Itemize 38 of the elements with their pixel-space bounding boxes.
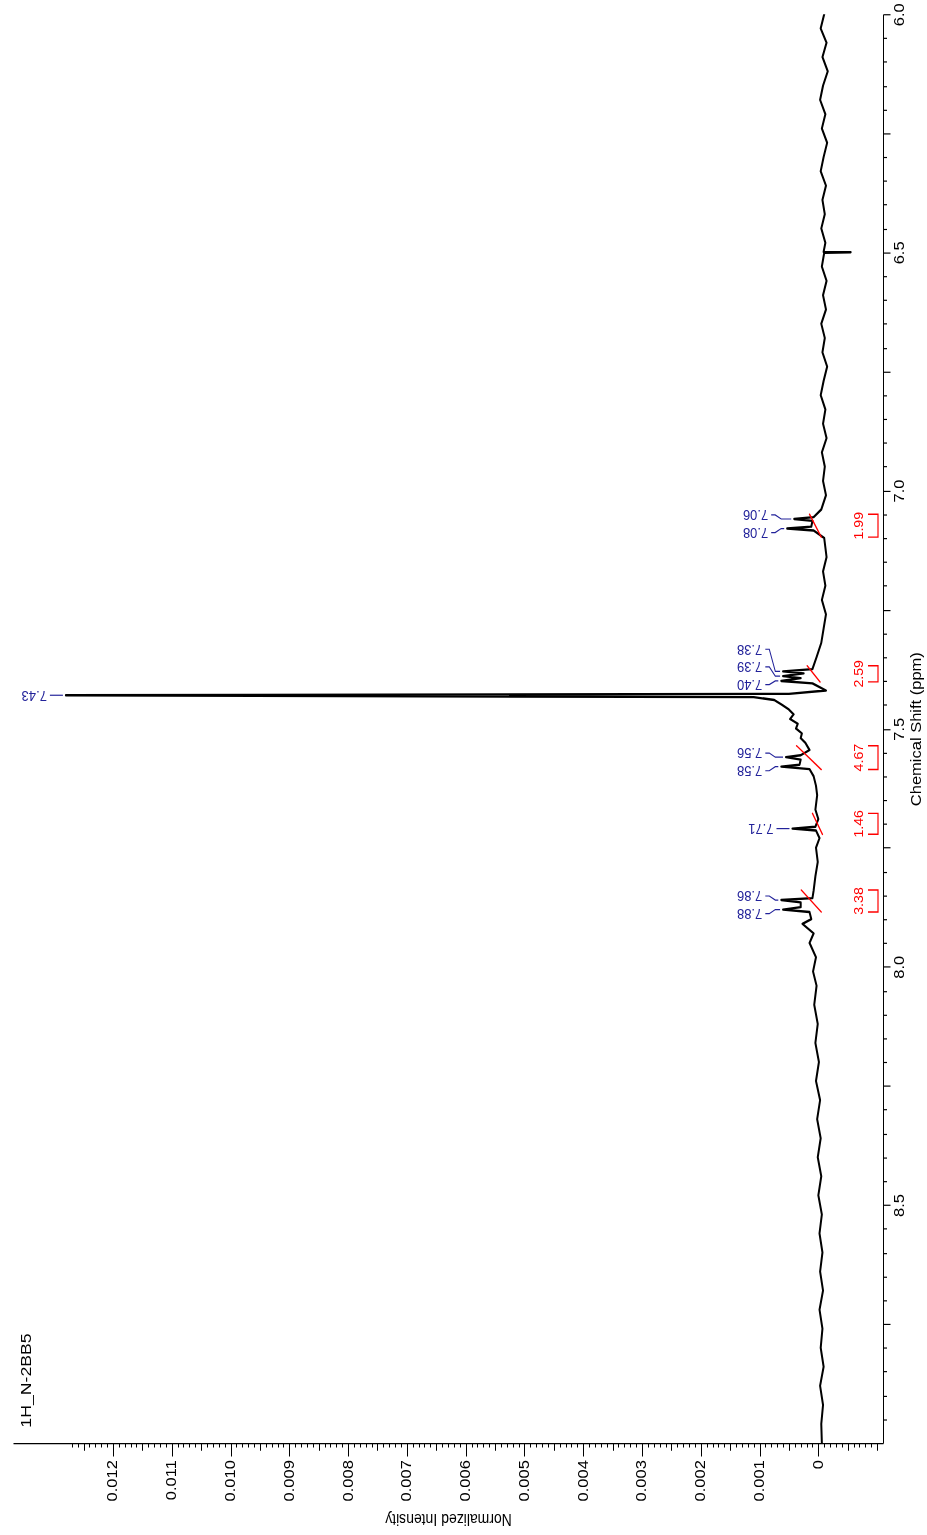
- annotation: 1.99: [852, 511, 866, 540]
- annotation: 7.06: [742, 506, 769, 525]
- x-tick-label: 0.009: [280, 1460, 297, 1502]
- y-tick-label: 8.5: [890, 1193, 907, 1217]
- y-tick-label: 6.0: [890, 3, 907, 27]
- annotation: 7.58: [736, 762, 763, 781]
- y-tick-label: 7.5: [890, 717, 907, 741]
- x-tick-label: 0.006: [457, 1460, 473, 1502]
- y-tick-label: 8.0: [890, 955, 907, 979]
- annotation: 2.59: [852, 660, 866, 688]
- x-tick-label: 0.004: [574, 1459, 591, 1502]
- annotation: 7.88: [736, 905, 763, 923]
- annotation: 4.67: [852, 743, 866, 772]
- annotation: 7.39: [736, 658, 763, 677]
- y-tick-label: 6.5: [890, 241, 907, 265]
- annotation: 7.86: [736, 888, 763, 906]
- text: 1H_N-2BB5: [17, 1333, 35, 1428]
- annotation: 7.08: [742, 524, 769, 542]
- y-tick-label: 7.0: [890, 479, 907, 503]
- x-tick-label: 0.007: [398, 1460, 415, 1502]
- x-tick-label: 0.010: [222, 1460, 238, 1502]
- annotation: 7.38: [736, 641, 763, 659]
- annotation: 7.56: [736, 745, 763, 763]
- x-tick-label: 0.002: [692, 1460, 709, 1502]
- y-axis-title: Chemical Shift (ppm): [907, 652, 924, 807]
- x-tick-label: 0.011: [163, 1460, 179, 1501]
- annotation: 7.40: [736, 676, 763, 694]
- x-axis-title: Normalized Intensity: [384, 1511, 512, 1530]
- annotation: 7.43: [21, 687, 47, 705]
- annotation: 7.71: [748, 820, 774, 838]
- x-tick-label: 0.001: [751, 1460, 767, 1502]
- annotation: 3.38: [852, 887, 866, 915]
- x-tick-label: 0.008: [339, 1460, 356, 1502]
- x-tick-label: 0.003: [633, 1460, 650, 1502]
- x-tick-label: 0.005: [516, 1460, 532, 1502]
- annotation: 1.46: [852, 810, 866, 838]
- x-tick-label: 0: [810, 1460, 826, 1470]
- x-tick-label: 0.012: [104, 1460, 121, 1502]
